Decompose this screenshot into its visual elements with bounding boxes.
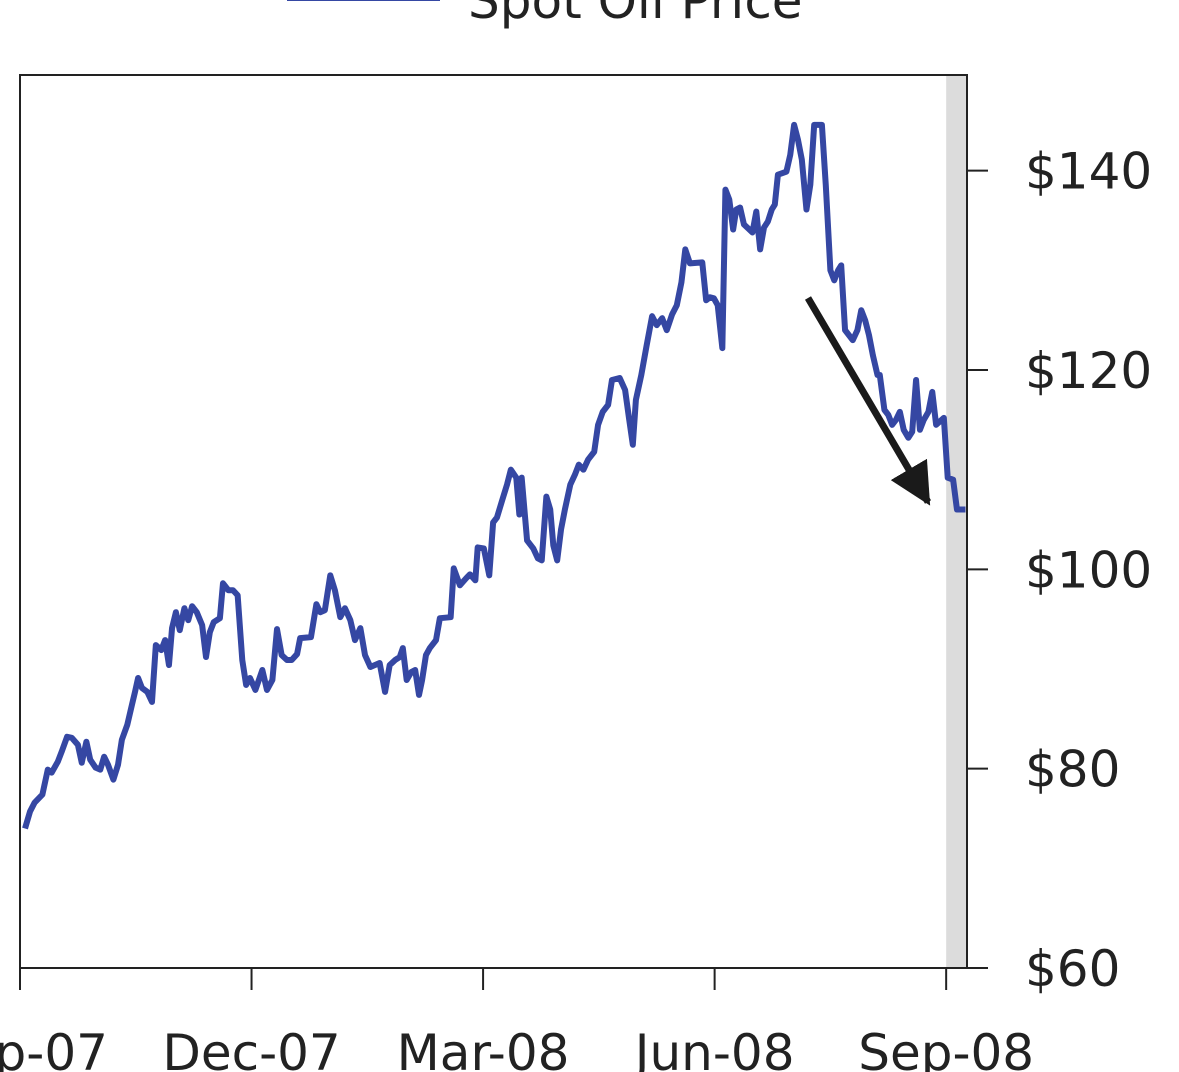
x-tick-label: Sep-07 <box>0 1024 108 1072</box>
trend-arrow <box>804 296 932 506</box>
x-tick-label: Jun-08 <box>632 1024 795 1072</box>
y-tick-label: $80 <box>1025 741 1120 799</box>
legend-label: Spot Oil Price <box>468 0 803 30</box>
y-tick-label: $60 <box>1025 940 1120 998</box>
x-tick-label: Dec-07 <box>162 1024 340 1072</box>
x-tick-label: Mar-08 <box>397 1024 570 1072</box>
x-tick-label: Sep-08 <box>858 1024 1034 1072</box>
y-tick-label: $140 <box>1025 143 1152 201</box>
plot-frame <box>19 74 968 968</box>
y-tick-label: $100 <box>1025 541 1152 599</box>
series-line <box>22 121 966 830</box>
highlight-span <box>946 75 967 968</box>
y-tick-label: $120 <box>1025 342 1152 400</box>
